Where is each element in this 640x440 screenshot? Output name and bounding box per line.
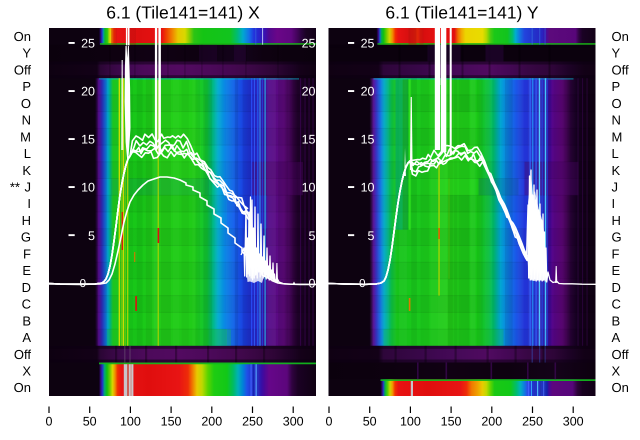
svg-text:10: 10 (361, 181, 375, 195)
svg-text:200: 200 (481, 415, 502, 429)
svg-text:Off: Off (14, 62, 31, 77)
svg-text:0: 0 (326, 415, 333, 429)
svg-text:25: 25 (302, 37, 316, 51)
svg-text:C: C (612, 297, 621, 312)
svg-text:250: 250 (242, 415, 263, 429)
svg-text:N: N (612, 113, 621, 128)
svg-text:X: X (22, 364, 31, 379)
svg-text:O: O (21, 96, 31, 111)
svg-text:I: I (612, 196, 616, 211)
svg-text:G: G (21, 230, 31, 245)
svg-text:5: 5 (309, 229, 316, 243)
svg-text:**: ** (10, 180, 20, 195)
svg-text:10: 10 (81, 181, 95, 195)
svg-text:200: 200 (201, 415, 222, 429)
svg-text:100: 100 (400, 415, 421, 429)
svg-text:10: 10 (302, 181, 316, 195)
svg-text:0: 0 (80, 278, 86, 290)
svg-text:On: On (14, 29, 31, 44)
svg-text:15: 15 (361, 133, 375, 147)
svg-text:Y: Y (612, 46, 621, 61)
svg-text:D: D (612, 280, 621, 295)
svg-text:On: On (612, 29, 629, 44)
svg-text:K: K (612, 163, 621, 178)
svg-text:D: D (22, 280, 31, 295)
svg-text:N: N (22, 113, 31, 128)
svg-text:150: 150 (441, 415, 462, 429)
svg-text:0: 0 (309, 277, 316, 291)
svg-text:P: P (612, 79, 621, 94)
svg-text:H: H (22, 213, 31, 228)
svg-text:6.1 (Tile141=141) Y: 6.1 (Tile141=141) Y (385, 3, 539, 23)
svg-text:50: 50 (363, 415, 377, 429)
svg-text:300: 300 (563, 415, 584, 429)
svg-text:J: J (25, 180, 32, 195)
svg-text:50: 50 (83, 415, 97, 429)
svg-text:6.1 (Tile141=141) X: 6.1 (Tile141=141) X (106, 3, 260, 23)
svg-text:Off: Off (612, 347, 629, 362)
svg-text:C: C (22, 297, 31, 312)
svg-text:0: 0 (46, 415, 53, 429)
svg-text:E: E (612, 263, 621, 278)
svg-text:A: A (612, 330, 621, 345)
svg-text:25: 25 (361, 37, 375, 51)
svg-text:F: F (612, 246, 620, 261)
svg-text:5: 5 (88, 229, 95, 243)
svg-text:K: K (22, 163, 31, 178)
svg-text:150: 150 (161, 415, 182, 429)
svg-text:X: X (612, 364, 621, 379)
svg-text:15: 15 (81, 133, 95, 147)
svg-text:M: M (612, 129, 623, 144)
svg-text:O: O (612, 96, 622, 111)
svg-text:250: 250 (522, 415, 543, 429)
svg-text:J: J (612, 180, 619, 195)
svg-text:On: On (14, 380, 31, 395)
svg-text:L: L (24, 146, 31, 161)
svg-text:Off: Off (612, 62, 629, 77)
svg-text:Off: Off (14, 347, 31, 362)
svg-text:A: A (22, 330, 31, 345)
svg-text:E: E (22, 263, 31, 278)
svg-text:P: P (22, 79, 31, 94)
svg-text:M: M (20, 129, 31, 144)
svg-text:H: H (612, 213, 621, 228)
svg-text:I: I (27, 196, 31, 211)
svg-text:20: 20 (302, 85, 316, 99)
svg-text:0: 0 (359, 278, 365, 290)
svg-text:300: 300 (283, 415, 304, 429)
svg-text:100: 100 (120, 415, 141, 429)
svg-text:5: 5 (368, 229, 375, 243)
svg-text:20: 20 (361, 85, 375, 99)
svg-text:B: B (612, 313, 621, 328)
svg-text:25: 25 (81, 37, 95, 51)
svg-text:G: G (612, 230, 622, 245)
svg-text:F: F (23, 246, 31, 261)
svg-text:Y: Y (22, 46, 31, 61)
svg-text:L: L (612, 146, 619, 161)
svg-text:On: On (612, 380, 629, 395)
svg-text:20: 20 (81, 85, 95, 99)
svg-text:15: 15 (302, 133, 316, 147)
svg-text:B: B (22, 313, 31, 328)
